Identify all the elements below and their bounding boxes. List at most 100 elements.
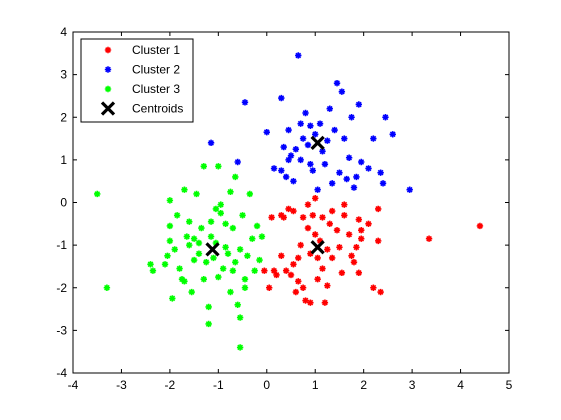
point-cluster-3-47 — [215, 163, 222, 170]
point-cluster-3-25-shape — [212, 239, 220, 247]
point-cluster-2-10-shape — [290, 177, 297, 185]
point-cluster-3-5 — [164, 252, 171, 259]
point-cluster-2-29-shape — [338, 88, 346, 95]
legend-label-cluster-2: Cluster 2 — [132, 63, 180, 77]
point-cluster-2-17-shape — [309, 167, 316, 174]
point-cluster-1-46-shape — [341, 201, 348, 208]
point-cluster-1-12 — [295, 254, 302, 262]
point-cluster-2-16-shape — [307, 160, 314, 168]
point-cluster-2-6-shape — [280, 143, 287, 151]
point-cluster-3-38 — [244, 252, 251, 259]
point-cluster-1-26 — [328, 254, 336, 262]
point-cluster-3-30-shape — [224, 250, 232, 257]
point-cluster-2-25 — [328, 180, 336, 187]
point-cluster-1-44-shape — [324, 282, 331, 289]
point-cluster-3-8 — [171, 246, 178, 253]
point-cluster-3-6-shape — [166, 237, 174, 245]
point-cluster-3-36 — [239, 212, 246, 219]
point-cluster-1-47 — [348, 252, 355, 259]
point-cluster-2-20-shape — [316, 120, 324, 127]
axis-ticks: -4 -3 -2 -1 0 1 2 3 4 5 -4 -3 -2 -1 0 1 2 3 4 — [56, 25, 512, 392]
point-cluster-3-54 — [212, 205, 220, 213]
point-cluster-2-22 — [321, 160, 329, 168]
point-cluster-1-35-shape — [358, 235, 365, 242]
point-cluster-1-15 — [302, 297, 309, 304]
point-cluster-1-57 — [268, 214, 275, 221]
point-cluster-2-3 — [263, 128, 270, 136]
point-cluster-2-10 — [290, 177, 297, 185]
point-cluster-2-25-shape — [328, 180, 336, 187]
x-tick-label: 5 — [506, 378, 513, 392]
point-cluster-3-48-shape — [232, 173, 239, 181]
y-tick-label: 3 — [60, 68, 67, 82]
point-cluster-1-12-shape — [295, 254, 302, 262]
point-cluster-1-1 — [266, 284, 273, 291]
point-cluster-3-55 — [207, 218, 215, 225]
point-cluster-1-19 — [312, 231, 319, 238]
point-cluster-3-57-shape — [195, 239, 203, 247]
point-cluster-3-19 — [198, 224, 205, 232]
point-cluster-3-3-shape — [149, 267, 157, 274]
point-cluster-2-2 — [241, 99, 249, 106]
point-cluster-2-49-shape — [307, 122, 314, 129]
centroid-marker-2 — [310, 240, 325, 255]
point-cluster-1-1-shape — [266, 284, 273, 291]
point-cluster-3-33-shape — [232, 258, 239, 266]
point-cluster-2-41 — [379, 180, 387, 187]
point-cluster-1-45 — [328, 207, 336, 215]
point-cluster-3-50-shape — [205, 320, 212, 328]
point-cluster-3-14 — [186, 241, 193, 249]
point-cluster-3-37 — [241, 276, 249, 283]
point-cluster-3-52 — [236, 344, 244, 351]
point-cluster-1-3 — [273, 271, 280, 279]
point-cluster-2-13 — [299, 135, 307, 142]
point-cluster-3-8-shape — [171, 246, 178, 253]
point-cluster-1-28-shape — [336, 244, 343, 251]
point-cluster-3-25 — [212, 239, 220, 247]
point-cluster-3-50 — [205, 320, 212, 328]
legend-marker-centroids — [100, 101, 116, 116]
point-cluster-3-54-shape — [212, 205, 220, 213]
point-cluster-1-22-shape — [319, 214, 326, 221]
point-cluster-1-9 — [287, 271, 295, 279]
point-cluster-1-14-shape — [299, 214, 307, 221]
point-cluster-2-9 — [287, 152, 295, 159]
point-cluster-2-45 — [295, 52, 302, 59]
point-cluster-2-28-shape — [336, 169, 343, 176]
point-cluster-3-31 — [227, 288, 234, 296]
point-cluster-1-7 — [282, 267, 290, 274]
x-tick-label: 0 — [263, 378, 270, 392]
point-cluster-2-23-shape — [324, 137, 331, 144]
point-cluster-3-45-shape — [181, 186, 188, 193]
point-cluster-1-39 — [307, 299, 314, 306]
point-cluster-2-31 — [343, 175, 350, 183]
point-cluster-3-22 — [205, 303, 212, 311]
y-tick-label: -3 — [56, 323, 67, 337]
point-cluster-2-34 — [350, 184, 358, 191]
point-cluster-1-20-shape — [314, 276, 321, 283]
point-cluster-2-1-shape — [234, 158, 241, 166]
point-cluster-3-61-shape — [166, 197, 174, 204]
point-cluster-3-34-shape — [234, 301, 241, 308]
point-cluster-2-26-shape — [331, 126, 338, 134]
point-cluster-1-52-shape — [377, 288, 384, 296]
point-cluster-3-5-shape — [164, 252, 171, 259]
point-cluster-3-16-shape — [190, 235, 198, 242]
point-cluster-3-58 — [222, 244, 229, 251]
point-cluster-3-24 — [210, 254, 217, 262]
point-cluster-2-38 — [365, 165, 372, 172]
point-cluster-3-62 — [190, 256, 198, 264]
point-cluster-1-34-shape — [355, 216, 363, 223]
point-cluster-1-17-shape — [307, 250, 314, 257]
point-cluster-3-31-shape — [227, 288, 234, 296]
point-cluster-1-27-shape — [333, 227, 341, 234]
y-tick-label: -2 — [56, 281, 67, 295]
point-cluster-3-20-shape — [200, 276, 207, 283]
point-cluster-1-42 — [312, 195, 319, 202]
point-cluster-3-59 — [241, 284, 249, 291]
y-tick-label: 1 — [60, 153, 67, 167]
point-cluster-1-11-shape — [292, 288, 300, 296]
point-cluster-1-45-shape — [328, 207, 336, 215]
point-cluster-2-8 — [285, 126, 292, 134]
